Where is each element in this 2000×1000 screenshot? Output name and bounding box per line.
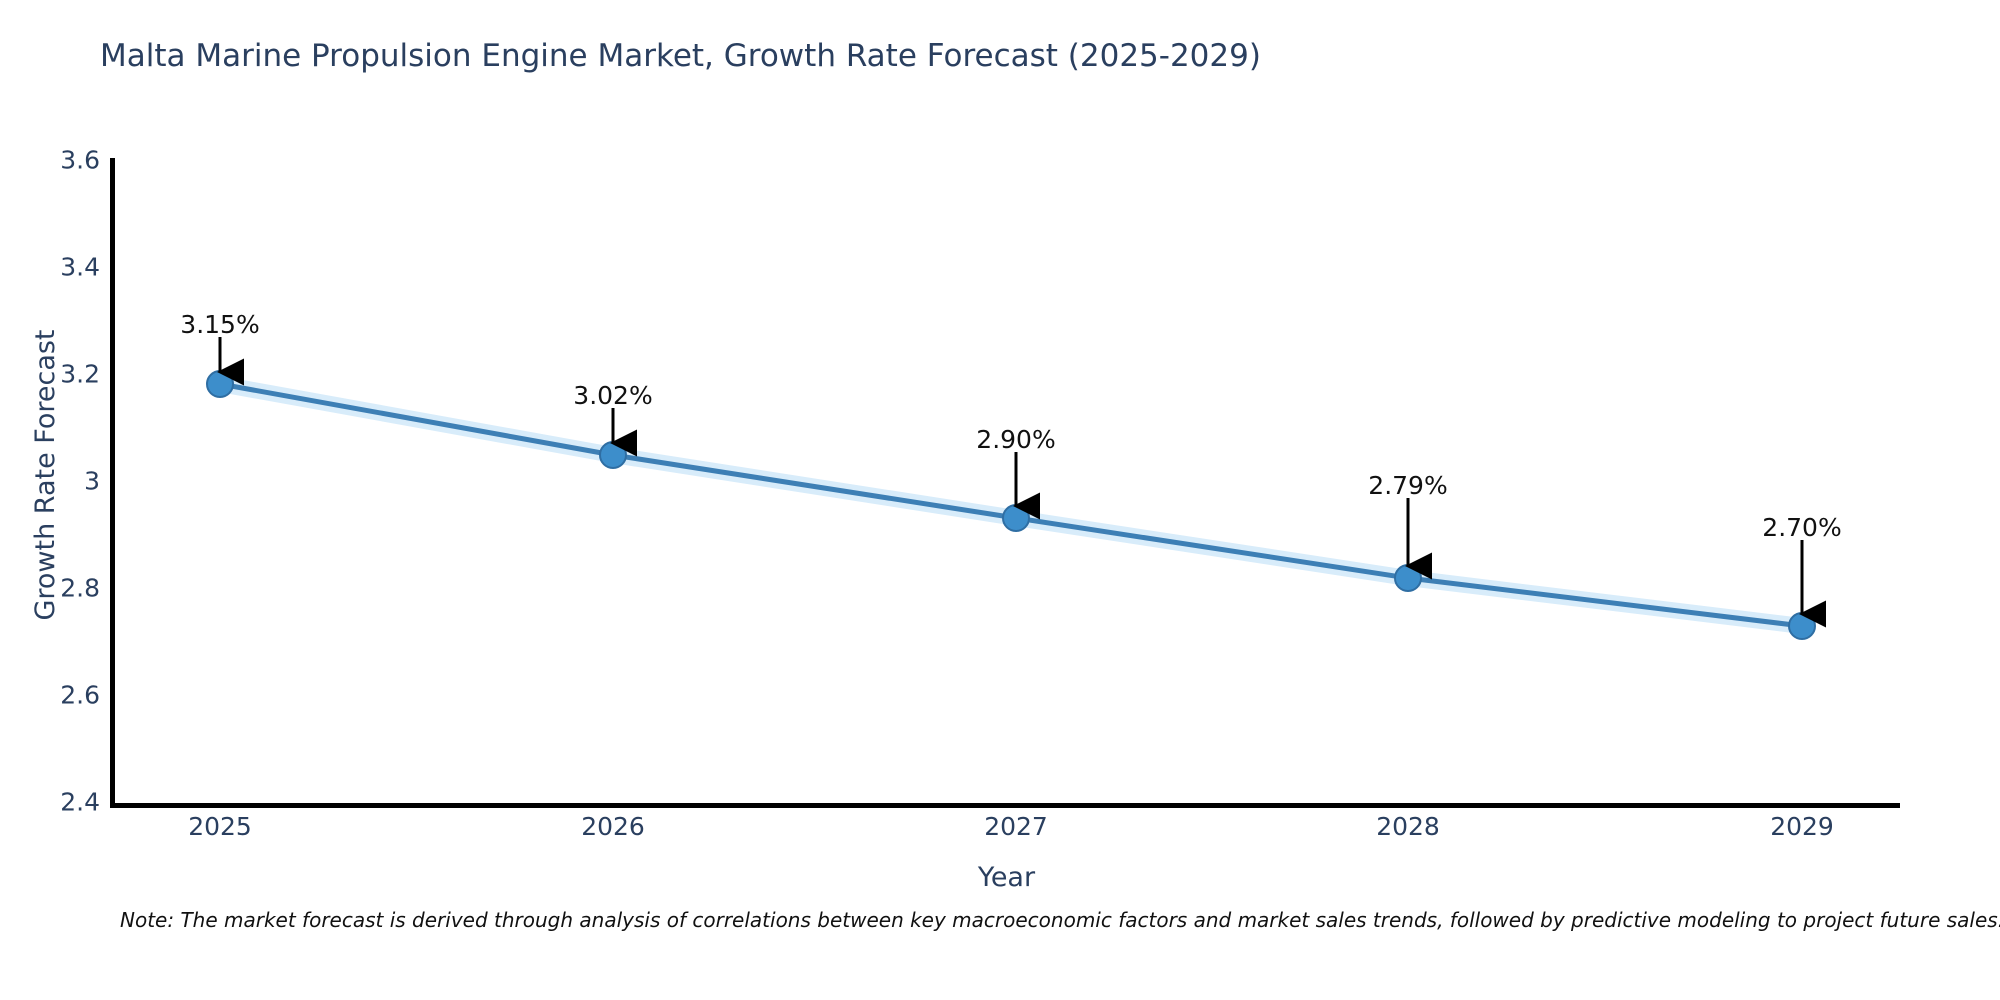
x-tick-label: 2026 xyxy=(581,812,645,841)
x-axis-title: Year xyxy=(977,862,1036,893)
y-tick-label: 3.2 xyxy=(60,359,100,389)
x-tick-label: 2028 xyxy=(1376,812,1440,841)
y-tick-label: 2.8 xyxy=(60,573,100,603)
y-tick-label: 3 xyxy=(84,466,100,496)
data-point-marker[interactable] xyxy=(599,441,627,469)
data-point-marker[interactable] xyxy=(206,370,234,398)
x-tick-label: 2029 xyxy=(1770,812,1834,841)
y-tick-label: 2.4 xyxy=(60,787,100,817)
footnote-note: Note: The market forecast is derived thr… xyxy=(120,908,2000,932)
x-tick-label: 2025 xyxy=(188,812,252,841)
x-tick-label: 2027 xyxy=(984,812,1048,841)
data-label: 3.15% xyxy=(180,310,260,339)
data-point-marker[interactable] xyxy=(1788,612,1816,640)
y-tick-label: 3.6 xyxy=(60,145,100,175)
data-point-marker[interactable] xyxy=(1002,504,1030,532)
data-label: 2.90% xyxy=(976,425,1056,454)
y-tick-label: 3.4 xyxy=(60,252,100,282)
x-axis-line xyxy=(110,803,1900,808)
data-label: 3.02% xyxy=(573,381,653,410)
y-axis-line xyxy=(110,158,115,808)
y-tick-label: 2.6 xyxy=(60,680,100,710)
data-label: 2.70% xyxy=(1762,513,1842,542)
y-axis-tick-labels: 3.6 3.4 3.2 3 2.8 2.6 2.4 xyxy=(20,0,100,1000)
data-point-marker[interactable] xyxy=(1394,564,1422,592)
data-label: 2.79% xyxy=(1368,471,1448,500)
page-title: Malta Marine Propulsion Engine Market, G… xyxy=(100,38,1261,74)
